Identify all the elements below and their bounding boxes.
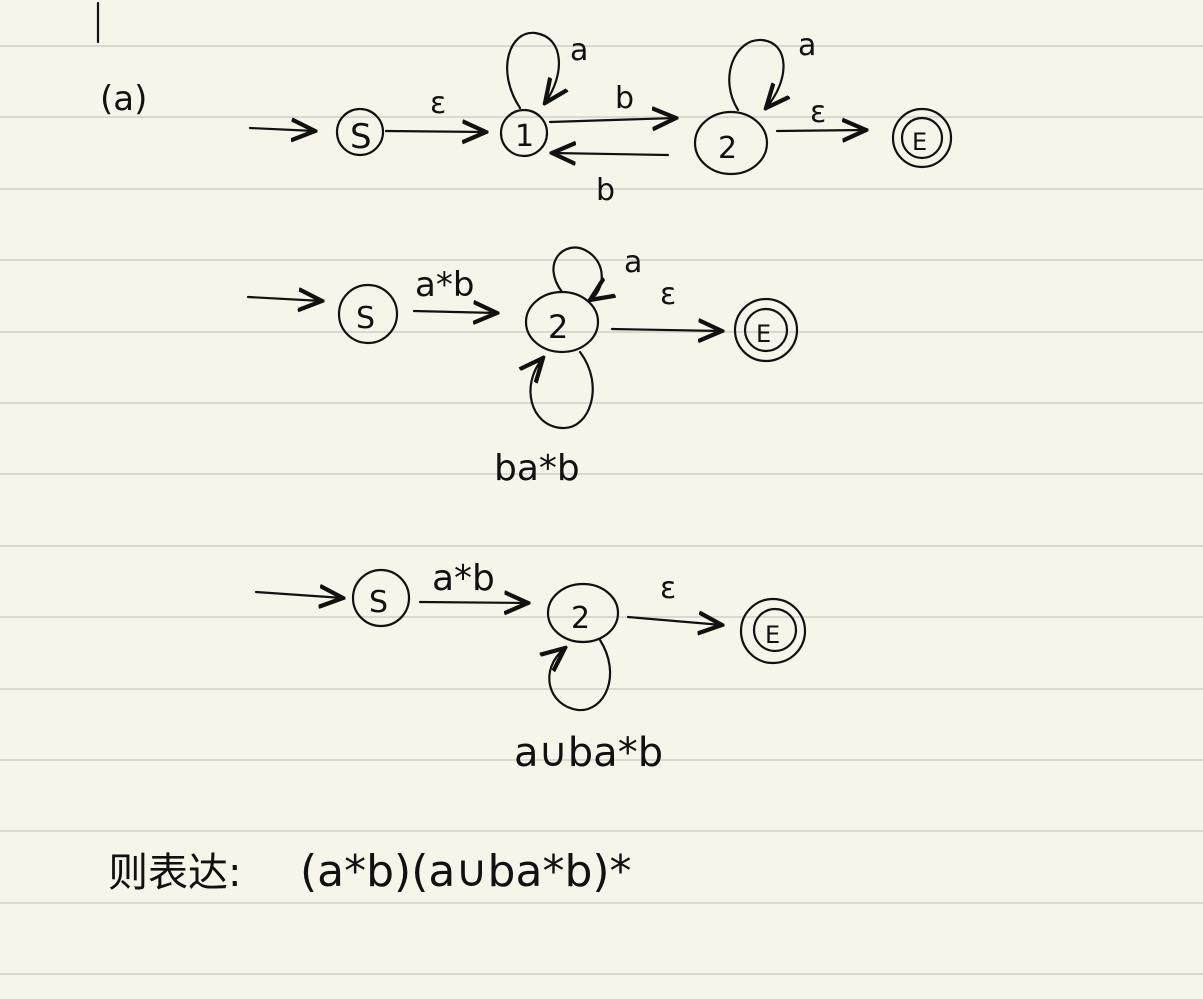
d2-state-2-label: 2 [548,308,568,346]
d3-start-arrow [254,592,343,598]
d2-edge-s-2-label: a*b [415,265,474,305]
d3-edge-2-e [626,617,722,625]
d2-loop-top [552,246,601,300]
diagram-3: S a*b 2 a∪ba*b ε E [254,558,807,776]
d1-edge-1-2-label: b [615,81,634,116]
d2-loop-bottom [530,350,594,430]
d1-loop-2-label: a [798,28,816,63]
part-label: (a) [100,79,147,119]
d1-loop-1-label: a [570,33,588,68]
d3-edge-s-2 [418,602,528,603]
d1-state-1: 1 [499,108,549,158]
d2-start-arrow [246,297,322,301]
d1-edge-1-2 [548,118,676,122]
result-prefix: 则表达: [108,850,241,896]
d1-edge-s-1 [384,131,486,132]
d1-start-arrow [248,128,315,131]
d1-state-s: S [335,107,385,157]
d2-edge-s-2 [412,311,497,313]
d1-edge-2-e-label: ε [810,95,826,130]
d3-edge-s-2-label: a*b [432,558,495,599]
d2-edge-2-e [610,329,722,331]
diagram-2: S a*b 2 a ba*b ε E [246,245,799,489]
d1-edge-2-1 [552,153,670,155]
d3-loop-label: a∪ba*b [514,730,663,776]
d3-state-2-label: 2 [571,601,590,636]
d2-loop-top-label: a [624,245,642,280]
d2-state-s-label: S [356,301,375,336]
d3-state-e: E [739,597,807,665]
d1-state-1-label: 1 [515,119,534,154]
d1-state-s-label: S [350,117,372,157]
d1-loop-2 [728,38,783,110]
result-line: 则表达: (a*b)(a∪ba*b)* [108,846,632,897]
d1-state-2: 2 [693,110,769,176]
d1-loop-1 [506,31,559,110]
d2-state-e-label: E [756,320,771,348]
d1-edge-2-e [775,130,866,131]
diagram-1: S ε 1 a b b 2 [248,28,953,208]
d1-state-e: E [891,107,953,169]
d1-edge-s-1-label: ε [430,86,446,121]
d1-state-e-label: E [912,128,927,156]
d3-state-s: S [351,568,411,628]
d3-state-e-label: E [765,621,780,649]
d3-state-s-label: S [369,585,388,620]
d2-state-2: 2 [524,290,600,354]
result-expression: (a*b)(a∪ba*b)* [300,846,632,897]
d2-edge-2-e-label: ε [660,277,676,312]
d1-edge-2-1-label: b [596,173,615,208]
d2-state-e: E [733,297,799,363]
d3-loop [549,638,612,712]
d1-state-2-label: 2 [718,131,737,166]
d3-state-2: 2 [546,582,620,644]
d2-loop-bottom-label: ba*b [494,448,580,489]
d2-state-s: S [337,283,399,345]
d3-edge-2-e-label: ε [660,571,676,606]
